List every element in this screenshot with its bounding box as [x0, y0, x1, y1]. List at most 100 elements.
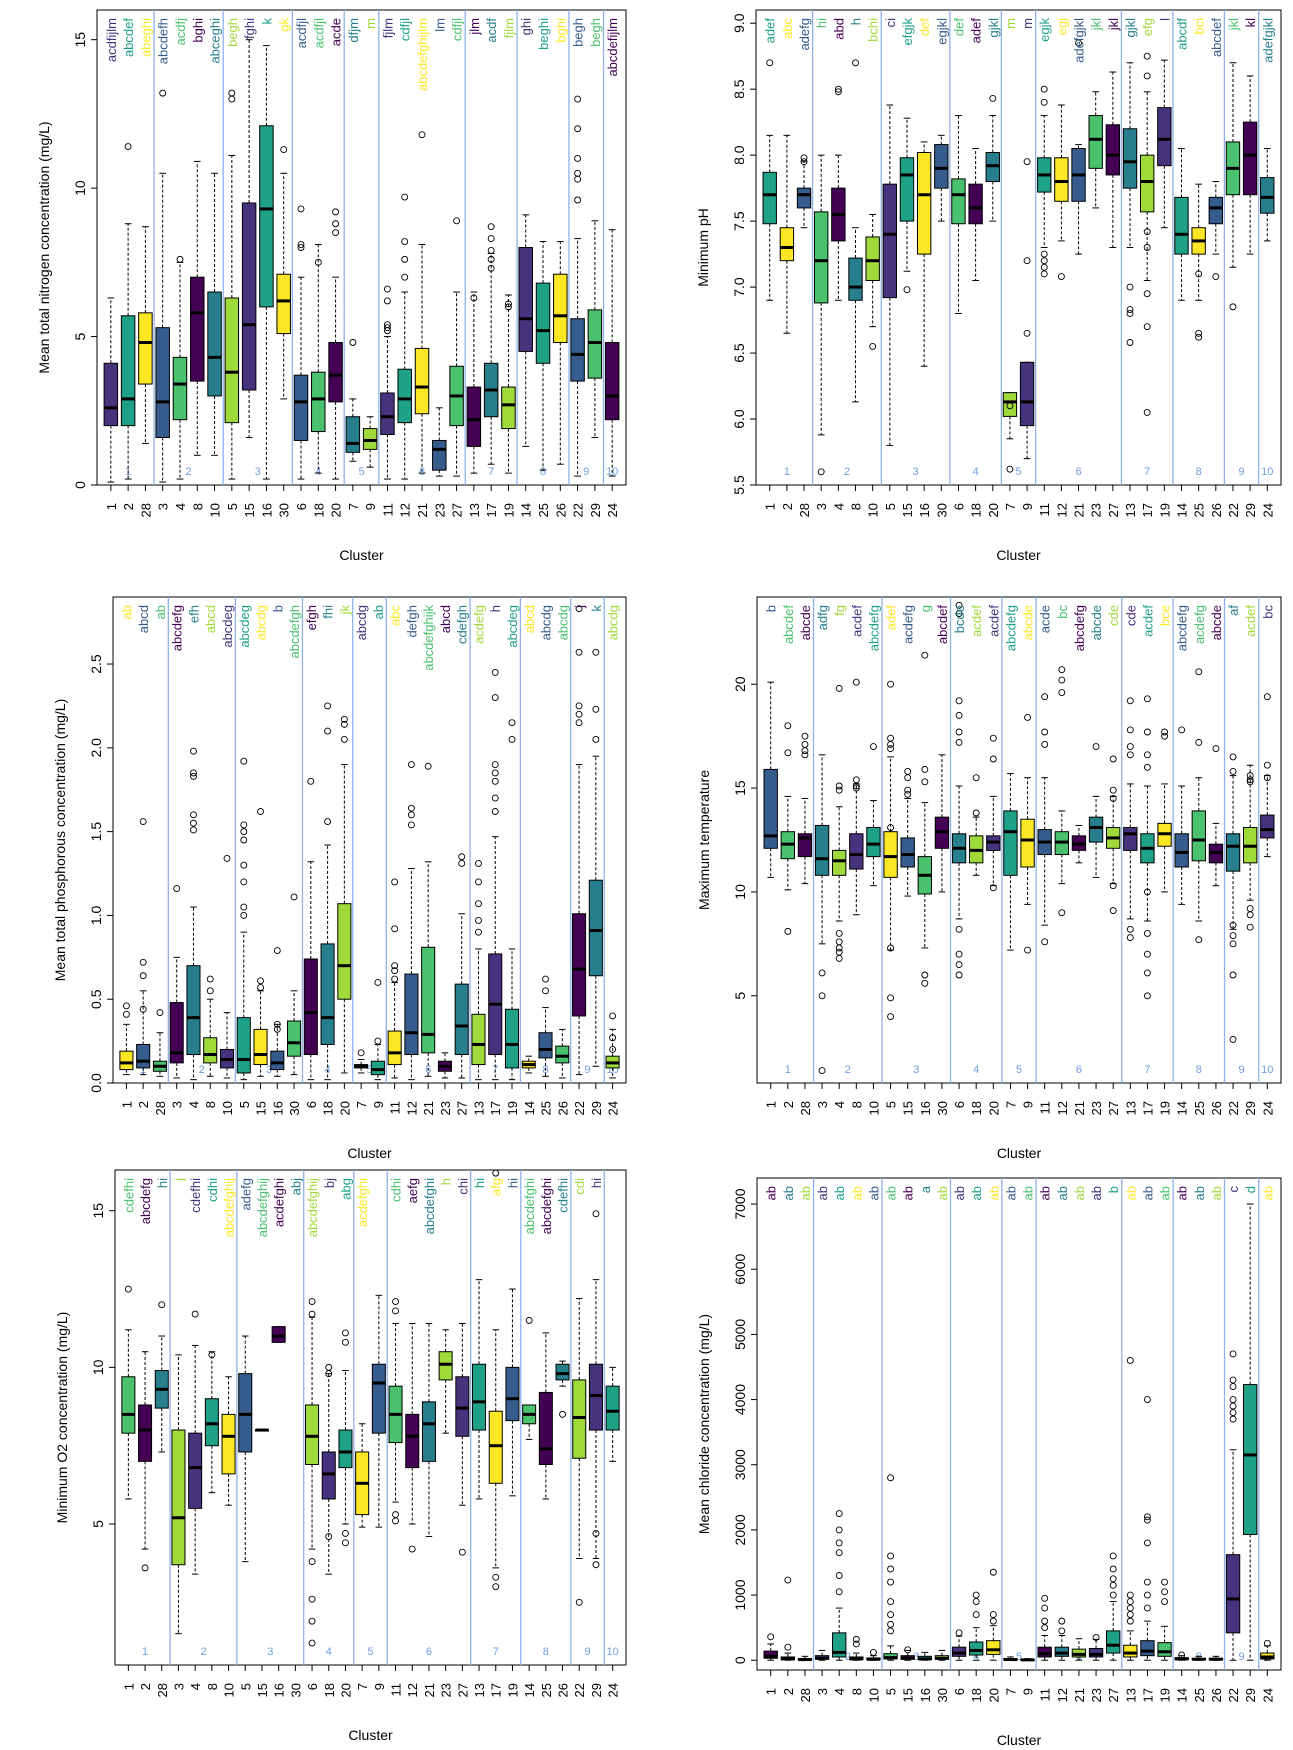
outlier-point [852, 1640, 860, 1648]
box-11 [1037, 85, 1052, 278]
significance-letter: ab [849, 1186, 864, 1200]
box-17 [1139, 52, 1155, 416]
outlier-point [1126, 1604, 1134, 1612]
x-tick-label: 10 [866, 1688, 881, 1702]
significance-letter: acdfijlm [104, 18, 119, 62]
outlier-point [989, 94, 997, 102]
outlier-point [407, 761, 415, 769]
outlier-point [1041, 693, 1049, 701]
significance-letter: adefg [238, 1178, 253, 1211]
outlier-point [575, 1598, 583, 1606]
outlier-point [955, 711, 963, 719]
x-tick-label: 23 [1089, 1101, 1104, 1115]
significance-letter: cdefhi [556, 1178, 571, 1213]
outlier-point [887, 1013, 895, 1020]
box-body [1260, 814, 1275, 839]
box-2 [138, 1351, 153, 1572]
cluster-number: 7 [1144, 1064, 1150, 1076]
outlier-point [1143, 1539, 1151, 1547]
outlier-point [342, 1539, 349, 1547]
outlier-point [887, 1578, 895, 1586]
x-tick-label: 30 [935, 1101, 950, 1115]
outlier-point [1143, 290, 1151, 298]
outlier-point [592, 1529, 600, 1537]
outlier-point [391, 878, 399, 886]
significance-letter: ab [884, 1186, 899, 1200]
significance-letter: ghi [519, 18, 534, 35]
box-body [311, 371, 326, 433]
outlier-point [223, 854, 231, 862]
outlier-point [1246, 923, 1254, 931]
box-1 [121, 1285, 136, 1500]
box-17 [488, 668, 503, 1081]
box-13 [472, 1279, 487, 1500]
x-tick-label: 24 [605, 503, 620, 517]
x-tick-label: 3 [170, 1101, 185, 1108]
y-tick-label: 0.0 [88, 1073, 104, 1093]
box-17 [488, 1169, 503, 1591]
outlier-point [800, 154, 808, 162]
outlier-point [575, 710, 583, 718]
box-body [287, 1020, 302, 1057]
outlier-point [835, 930, 843, 937]
box-6 [951, 1629, 967, 1661]
x-tick-label: 25 [1192, 503, 1207, 517]
x-tick-label: 13 [472, 1683, 487, 1697]
box-25 [1191, 183, 1206, 341]
significance-letter: acdefghi [272, 1178, 287, 1227]
x-tick-label: 1 [763, 503, 778, 510]
outlier-point [141, 1564, 149, 1572]
box-5 [883, 1474, 898, 1661]
significance-letter: jkl [1089, 18, 1104, 31]
outlier-point [340, 720, 348, 728]
outlier-point [124, 143, 132, 151]
x-tick-label: 19 [1158, 1688, 1173, 1702]
significance-letter: acdefg [1192, 605, 1207, 644]
significance-letter: abcdefghij [305, 1178, 320, 1237]
box-13 [471, 860, 486, 1081]
outlier-point [325, 1533, 333, 1541]
outlier-point [1126, 306, 1134, 313]
box-3 [814, 1649, 830, 1661]
outlier-point [1057, 273, 1065, 280]
box-body [188, 1432, 203, 1509]
box-13 [466, 291, 482, 474]
box-body [454, 983, 469, 1056]
significance-letter: ab [1072, 1186, 1087, 1200]
x-tick-label: 24 [1260, 1688, 1275, 1702]
x-tick-label: 14 [1175, 1688, 1190, 1702]
x-tick-label: 18 [969, 503, 984, 517]
x-tick-label: 28 [153, 1101, 168, 1115]
x-tick-label: 23 [438, 1101, 453, 1115]
outlier-point [190, 811, 197, 819]
significance-letter: abcd [136, 605, 151, 633]
box-body [605, 1385, 620, 1431]
significance-letter: abcdefghijlm [415, 18, 430, 91]
outlier-point [1212, 745, 1220, 753]
outlier-point [470, 294, 478, 302]
box-23 [437, 1052, 452, 1079]
box-body [1054, 157, 1069, 202]
outlier-point [1229, 940, 1237, 948]
box-4 [188, 1310, 203, 1575]
outlier-point [784, 749, 792, 757]
x-tick-label: 29 [589, 1683, 604, 1697]
outlier-point [1195, 270, 1203, 278]
outlier-point [852, 1635, 860, 1643]
significance-letter: adef [763, 18, 778, 44]
outlier-point [208, 1351, 216, 1359]
significance-letter: cde [1123, 605, 1138, 626]
outlier-point [784, 1643, 792, 1651]
outlier-point [955, 610, 963, 618]
y-axis-label: Minimum pH [695, 208, 711, 287]
outlier-point [1229, 303, 1237, 311]
outlier-point [190, 772, 197, 780]
outlier-point [1229, 1035, 1237, 1043]
box-28 [152, 1009, 167, 1077]
x-tick-label: 2 [781, 1688, 796, 1695]
cluster-number: 8 [1196, 1064, 1202, 1076]
outlier-point [206, 987, 214, 995]
outlier-point [835, 944, 843, 952]
x-tick-label: 8 [205, 1683, 220, 1690]
x-tick-label: 30 [934, 503, 949, 517]
